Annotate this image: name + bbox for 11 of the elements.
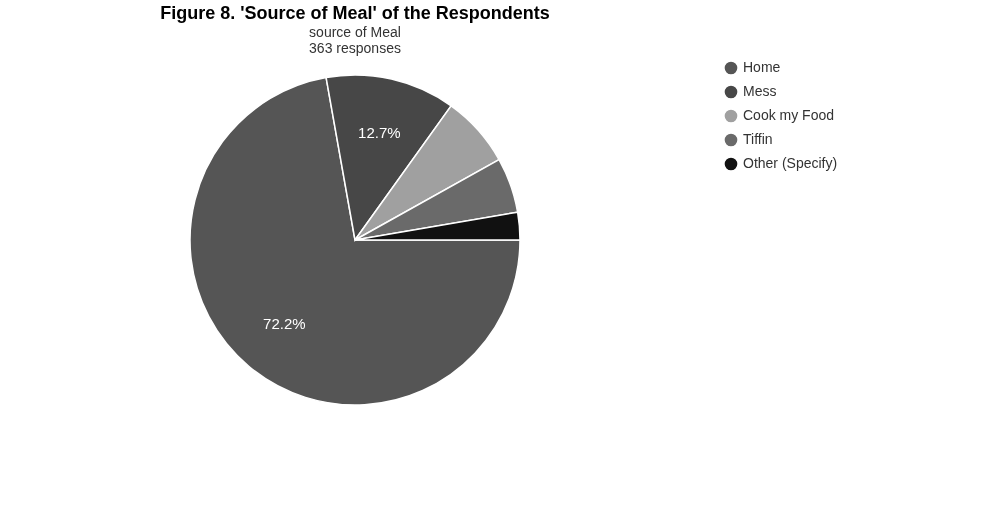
- chart-subtitle: source of Meal: [309, 24, 401, 40]
- legend-label: Cook my Food: [743, 107, 835, 123]
- legend-label: Home: [743, 59, 781, 75]
- text: 363 responses: [309, 40, 401, 56]
- legend-label: Other (Specify): [743, 155, 838, 171]
- legend-label: Tiffin: [743, 131, 773, 147]
- legend-label: Mess: [743, 83, 777, 99]
- chart-title: Figure 8. 'Source of Meal' of the Respondents: [160, 3, 550, 23]
- pie-slice: [189, 76, 521, 406]
- data-label: 72.2%: [263, 315, 306, 333]
- data-label: 12.7%: [358, 123, 401, 141]
